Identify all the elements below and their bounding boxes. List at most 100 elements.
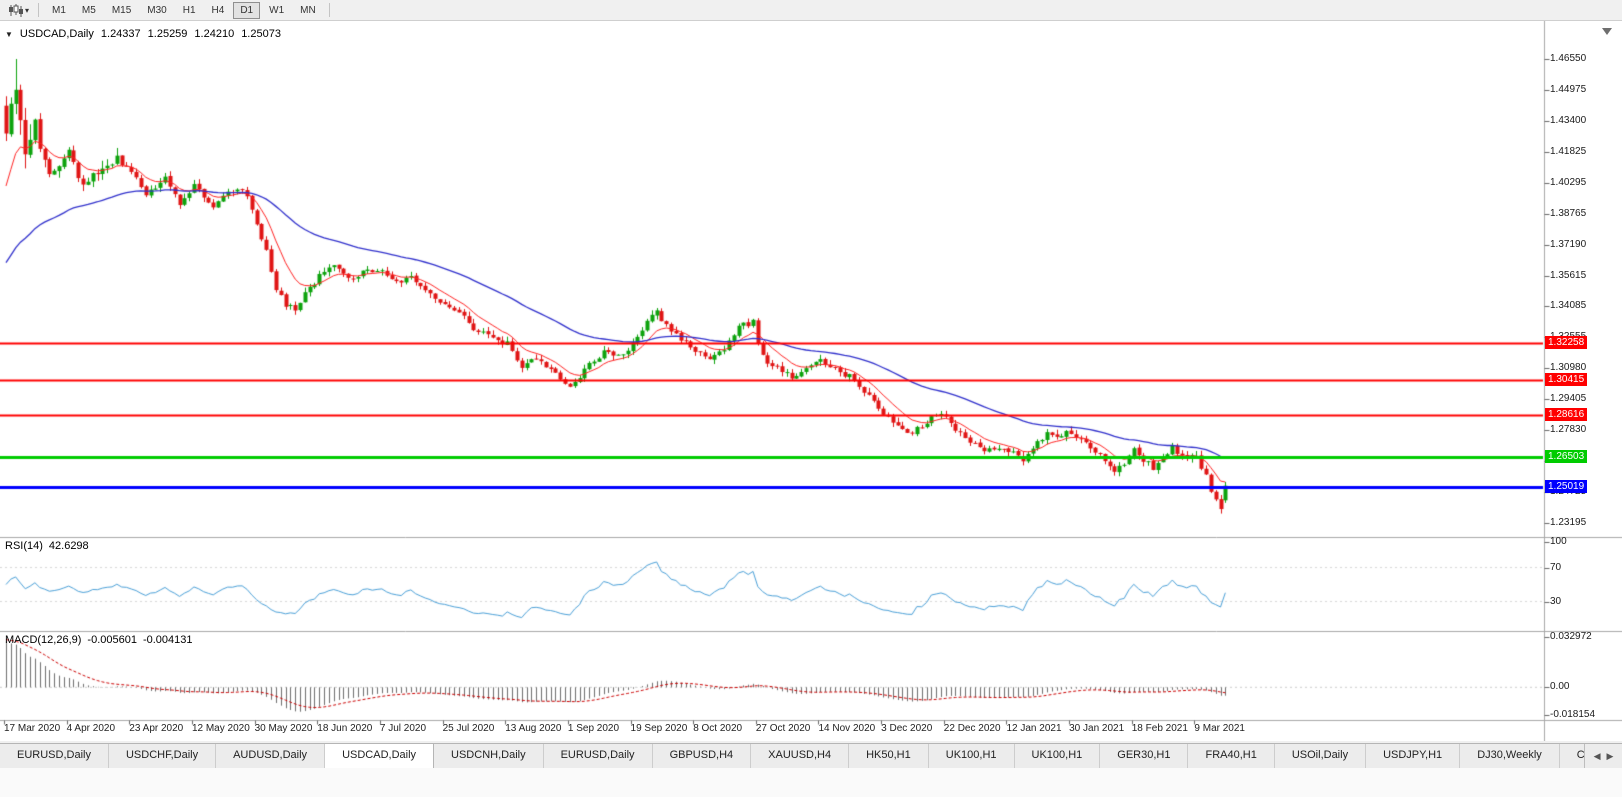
timeframe-button-d1[interactable]: D1 [233,1,261,19]
chart-tab-gbpusd-h4[interactable]: GBPUSD,H4 [652,744,752,768]
timeframe-button-m15[interactable]: M15 [111,4,132,16]
tab-scroll-arrows: ◀ ▶ [1584,744,1622,768]
rsi-indicator-label: RSI(14) 42.6298 [5,540,95,552]
chart-shift-marker-icon [1602,28,1612,35]
timeframe-button-w1[interactable]: W1 [269,4,285,16]
price-scale-label: 1.37190 [1550,238,1587,250]
macd-scale-label: -0.018154 [1550,709,1596,720]
chevron-down-icon: ▾ [25,5,30,15]
chart-tab-eurusd-daily[interactable]: EURUSD,Daily [0,744,109,768]
time-axis-label: 7 Jul 2020 [379,723,427,734]
chart-tab-usdcnh-daily[interactable]: USDCNH,Daily [434,744,544,768]
time-axis-label: 8 Oct 2020 [693,723,743,734]
scroll-right-icon[interactable]: ▶ [1606,750,1614,761]
timeframe-button-mn[interactable]: MN [300,4,316,16]
time-axis-label: 17 Mar 2020 [4,723,61,734]
macd-name: MACD(12,26,9) [5,634,82,646]
expand-triangle-icon[interactable]: ▼ [5,29,13,39]
chart-type-button[interactable]: ▾ [4,3,33,18]
price-scale-label: 1.34085 [1550,300,1587,312]
time-axis-label: 25 Jul 2020 [442,723,495,734]
time-axis-label: 9 Mar 2021 [1194,723,1245,734]
price-scale-label: 1.40295 [1550,176,1587,188]
ohlc-open-value: 1.24337 [100,28,141,40]
macd-scale-label: 0.00 [1550,681,1570,693]
chart-tab-uk100-h1[interactable]: UK100,H1 [1014,744,1101,768]
price-scale-label: 1.38765 [1550,207,1587,219]
price-scale-label: 1.30980 [1550,362,1587,374]
chart-tab-ger30-h1[interactable]: GER30,H1 [1100,744,1189,768]
chart-title: ▼ USDCAD,Daily 1.24337 1.25259 1.24210 1… [5,28,281,40]
time-axis-label: 19 Sep 2020 [630,723,688,734]
time-axis-label: 22 Dec 2020 [943,723,1001,734]
rsi-scale-label: 70 [1550,561,1562,573]
chart-tabs: EURUSD,Daily USDCHF,Daily AUDUSD,Daily USDC… [0,744,1622,768]
time-axis-label: 30 May 2020 [254,723,313,734]
time-axis-label: 1 Sep 2020 [567,723,620,734]
timeframe-button-m1[interactable]: M1 [52,4,66,16]
ohlc-high-value: 1.25259 [147,28,188,40]
level-price-tag: 1.25019 [1545,479,1588,493]
candlestick-chart-icon [9,3,23,17]
rsi-scale-label: 30 [1550,595,1562,607]
price-scale-label: 1.41825 [1550,145,1587,157]
timeframe-button-m5[interactable]: M5 [81,4,96,16]
chart-tab-audusd-daily[interactable]: AUDUSD,Daily [216,744,326,768]
time-axis-label: 18 Jun 2020 [317,723,373,734]
chart-area[interactable]: ▼ USDCAD,Daily 1.24337 1.25259 1.24210 1… [0,21,1622,741]
price-scale-label: 1.23195 [1550,517,1587,528]
rsi-value: 42.6298 [48,540,89,552]
chart-tab-usoil-daily[interactable]: USOil,Daily [1274,744,1367,768]
macd-signal-value: -0.004131 [142,634,193,646]
rsi-name: RSI(14) [5,540,43,552]
price-scale-label: 1.44975 [1550,83,1587,95]
time-axis-label: 3 Dec 2020 [881,723,933,734]
time-axis-label: 27 Oct 2020 [755,723,811,734]
toolbar: ▾ M1 M5 M15 M30 H1 H4 D1 W1 MN [0,0,1622,21]
timeframe-toolbar: M1 M5 M15 M30 H1 H4 D1 W1 MN [44,1,324,19]
macd-scale-label: 0.032972 [1550,631,1592,642]
time-axis-label: 12 Jan 2021 [1006,723,1062,734]
chart-tab-usdcad-daily[interactable]: USDCAD,Daily [325,744,435,768]
level-price-tags: 1.32258 1.30415 1.28616 1.26503 1.25019 [0,21,1622,741]
macd-indicator-label: MACD(12,26,9) -0.005601 -0.004131 [5,634,199,646]
ohlc-low-value: 1.24210 [194,28,235,40]
chart-tab-fra40-h1[interactable]: FRA40,H1 [1188,744,1275,768]
timeframe-button-m30[interactable]: M30 [147,4,167,16]
chart-tab-uk100-h1[interactable]: UK100,H1 [928,744,1015,768]
level-price-tag: 1.30415 [1545,372,1588,386]
time-axis-label: 14 Nov 2020 [818,723,876,734]
toolbar-separator [328,3,330,17]
chart-tab-bar: EURUSD,Daily USDCHF,Daily AUDUSD,Daily USDC… [0,743,1622,768]
time-axis-label: 23 Apr 2020 [129,723,184,734]
level-price-tag: 1.26503 [1545,450,1588,464]
macd-main-value: -0.005601 [87,634,137,646]
window-bottom-strip [0,768,1622,797]
price-chart-canvas[interactable] [0,21,1622,741]
time-axis-label: 13 Aug 2020 [505,723,562,734]
toolbar-separator [38,3,40,17]
chart-tab-usdchf-daily[interactable]: USDCHF,Daily [108,744,217,768]
chart-tab-xauusd-h4[interactable]: XAUUSD,H4 [751,744,850,768]
price-scale-label: 1.35615 [1550,269,1587,281]
chart-tab-hk50-h1[interactable]: HK50,H1 [849,744,929,768]
price-scale-label: 1.29405 [1550,393,1587,405]
chart-tab-eurusd-daily[interactable]: EURUSD,Daily [543,744,653,768]
chart-tab-usdjpy-h1[interactable]: USDJPY,H1 [1366,744,1461,768]
time-axis-label: 18 Feb 2021 [1131,723,1188,734]
price-scale-label: 1.43400 [1550,114,1587,126]
time-axis-label: 4 Apr 2020 [66,723,116,734]
timeframe-button-h1[interactable]: H1 [182,4,196,16]
level-price-tag: 1.32258 [1545,335,1588,349]
price-scale-label: 1.27830 [1550,424,1587,436]
price-scale-label: 1.46550 [1550,53,1587,64]
scroll-left-icon[interactable]: ◀ [1593,750,1601,761]
indicator-scales: 100 70 30 0.032972 0.00 -0.018154 [0,21,1622,741]
time-axis-label: 30 Jan 2021 [1069,723,1125,734]
chart-tab-dj30-weekly[interactable]: DJ30,Weekly [1460,744,1560,768]
ohlc-close-value: 1.25073 [241,28,281,40]
symbol-period-label: USDCAD,Daily [19,28,94,40]
time-axis[interactable]: 17 Mar 2020 4 Apr 2020 23 Apr 2020 12 May 2… [0,21,1622,741]
timeframe-button-h4[interactable]: H4 [211,4,225,16]
